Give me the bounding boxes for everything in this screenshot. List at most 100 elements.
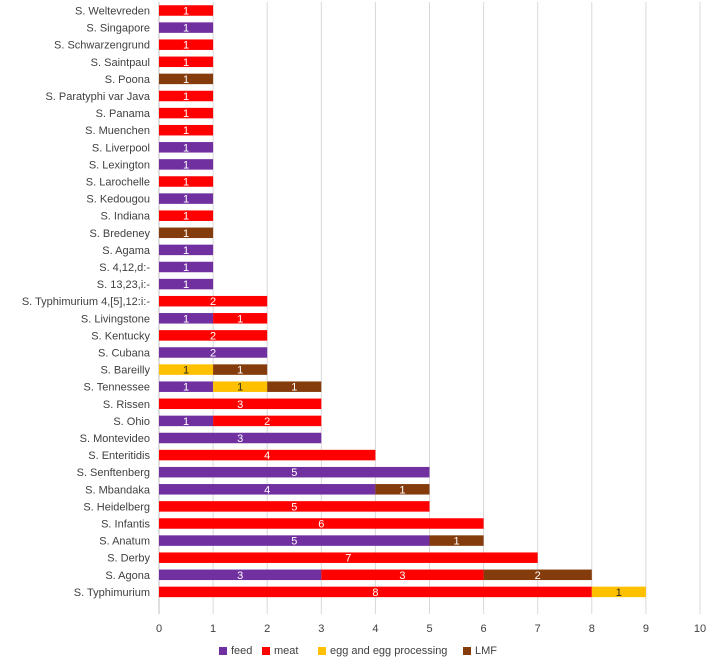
bar-segment xyxy=(483,569,592,581)
y-tick-label: S. Mbandaka xyxy=(85,484,151,496)
y-tick-label: S. Weltevreden xyxy=(75,6,150,18)
data-label: 1 xyxy=(183,279,189,291)
bar-segment xyxy=(159,330,268,341)
data-label: 3 xyxy=(399,570,405,582)
bar-segment xyxy=(213,381,268,392)
y-tick-label: S. Heidelberg xyxy=(83,501,150,513)
y-tick-label: S. Agama xyxy=(102,245,151,257)
bar-segment xyxy=(159,313,214,324)
data-label: 2 xyxy=(535,570,541,582)
bar-segment xyxy=(159,22,214,33)
bar-segment xyxy=(159,449,376,461)
data-label: 5 xyxy=(291,501,297,513)
legend-swatch xyxy=(318,647,326,655)
data-label: 1 xyxy=(399,484,405,496)
data-label: 1 xyxy=(237,313,243,325)
y-tick-label: S. Rissen xyxy=(103,399,150,411)
y-tick-label: S. Lexington xyxy=(89,159,150,171)
bar-segment xyxy=(159,5,214,16)
data-label: 1 xyxy=(183,211,189,223)
bar-segment xyxy=(159,552,538,563)
bar-segment xyxy=(159,295,268,307)
y-tick-label: S. Bredeney xyxy=(89,228,150,240)
bar-segment xyxy=(159,347,268,358)
y-tick-label: S. Larochelle xyxy=(86,177,150,189)
x-tick-label: 0 xyxy=(156,623,162,635)
data-label: 5 xyxy=(291,536,297,548)
data-label: 1 xyxy=(183,365,189,377)
data-label: 1 xyxy=(237,382,243,394)
data-label: 1 xyxy=(183,74,189,86)
data-label: 4 xyxy=(264,484,270,496)
bar-segment xyxy=(213,364,268,375)
y-tick-label: S. Typhimurium xyxy=(74,587,150,599)
y-tick-label: S. Liverpool xyxy=(92,142,150,154)
bar-segment xyxy=(213,415,322,427)
y-tick-label: S. Panama xyxy=(96,108,151,120)
data-label: 2 xyxy=(210,296,216,308)
y-tick-label: S. Infantis xyxy=(101,519,150,531)
bar-segment xyxy=(159,107,214,119)
data-label: 6 xyxy=(318,519,324,531)
bar-segment xyxy=(159,142,214,153)
bar-segment xyxy=(267,381,322,392)
legend-swatch xyxy=(262,647,270,655)
y-tick-label: S. Montevideo xyxy=(80,433,150,445)
bar-segment xyxy=(159,381,214,392)
y-tick-label: S. Livingstone xyxy=(81,313,150,325)
bar-segment xyxy=(159,244,214,256)
x-tick-label: 1 xyxy=(210,623,216,635)
bar-segment xyxy=(159,569,322,581)
bar-segment xyxy=(159,278,214,290)
y-tick-label: S. Anatum xyxy=(99,536,150,548)
x-tick-label: 4 xyxy=(372,623,378,635)
data-label: 2 xyxy=(210,330,216,342)
y-tick-label: S. Senftenberg xyxy=(77,467,150,479)
x-tick-label: 5 xyxy=(426,623,432,635)
data-label: 7 xyxy=(345,553,351,565)
legend-label: meat xyxy=(274,645,298,657)
data-label: 1 xyxy=(183,6,189,18)
bar-segment xyxy=(429,535,484,546)
x-tick-label: 3 xyxy=(318,623,324,635)
y-tick-label: S. Cubana xyxy=(98,348,151,360)
x-tick-label: 9 xyxy=(643,623,649,635)
data-label: 1 xyxy=(183,177,189,189)
data-label: 3 xyxy=(237,399,243,411)
x-tick-label: 2 xyxy=(264,623,270,635)
y-tick-label: S. Derby xyxy=(107,553,150,565)
bar-segment xyxy=(159,193,214,204)
x-tick-label: 6 xyxy=(481,623,487,635)
y-tick-label: S. Ohio xyxy=(113,416,150,428)
y-tick-label: S. Indiana xyxy=(100,211,150,223)
bar-segment xyxy=(591,586,646,598)
bar-segment xyxy=(159,124,214,136)
bar-segment xyxy=(159,398,322,410)
y-tick-label: S. Tennessee xyxy=(84,382,150,394)
data-label: 1 xyxy=(183,57,189,69)
data-label: 1 xyxy=(183,416,189,428)
y-tick-label: S. Saintpaul xyxy=(91,57,150,69)
bar-segment xyxy=(159,210,214,221)
y-tick-label: S. Muenchen xyxy=(85,125,150,137)
bar-segment xyxy=(159,159,214,170)
bar-segment xyxy=(159,432,322,444)
data-label: 1 xyxy=(183,313,189,325)
bar-segment xyxy=(213,313,268,324)
data-label: 8 xyxy=(372,587,378,599)
legend-swatch xyxy=(219,647,227,655)
data-label: 5 xyxy=(291,467,297,479)
x-tick-label: 10 xyxy=(694,623,706,635)
y-tick-label: S. Paratyphi var Java xyxy=(45,91,150,103)
y-tick-label: S. Agona xyxy=(105,570,151,582)
y-tick-label: S. Bareilly xyxy=(100,365,150,377)
legend-swatch xyxy=(463,647,471,655)
legend-label: feed xyxy=(231,645,252,657)
bar-segment xyxy=(159,261,214,273)
bar-segment xyxy=(159,586,592,598)
legend-label: LMF xyxy=(475,645,497,657)
bar-segment xyxy=(159,518,484,529)
data-label: 1 xyxy=(183,159,189,171)
